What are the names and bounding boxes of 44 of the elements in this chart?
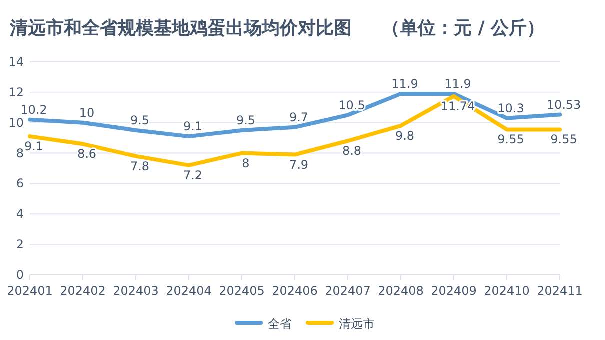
x-tick-label: 202409 [431, 284, 477, 298]
x-tick-label: 202408 [378, 284, 424, 298]
x-tick-label: 202411 [537, 284, 583, 298]
data-label: 9.8 [395, 128, 415, 143]
chart-subtitle: （单位：元 / 公斤） [382, 18, 546, 39]
x-tick-label: 202403 [113, 284, 159, 298]
x-tick-label: 202406 [272, 284, 318, 298]
data-label: 11.9 [392, 76, 418, 91]
y-tick-label: 6 [16, 176, 24, 191]
x-tick-label: 202401 [7, 284, 53, 298]
y-tick-label: 0 [16, 268, 24, 282]
y-tick-label: 10 [8, 116, 24, 130]
data-label: 7.2 [183, 168, 203, 182]
x-tick-label: 202405 [219, 284, 265, 298]
data-label: 9.5 [130, 113, 150, 128]
data-label: 10.53 [546, 98, 582, 112]
data-label: 7.9 [289, 158, 309, 172]
data-label: 7.8 [130, 159, 150, 174]
data-label: 8.8 [342, 144, 362, 158]
data-label: 8 [242, 156, 250, 170]
data-label: 10.5 [338, 98, 366, 112]
y-tick-label: 8 [16, 146, 24, 160]
legend-label: 全省 [268, 317, 292, 331]
y-tick-label: 4 [16, 207, 24, 222]
y-tick-label: 2 [16, 238, 24, 252]
data-label: 9.55 [550, 132, 578, 147]
data-label: 8.6 [77, 147, 97, 162]
x-tick-label: 202407 [325, 284, 371, 298]
x-tick-label: 202402 [60, 284, 106, 298]
legend-label: 清远市 [339, 317, 375, 331]
data-label: 9.1 [24, 140, 44, 154]
data-label: 9.55 [498, 132, 524, 147]
y-tick-label: 14 [8, 55, 24, 69]
x-tick-label: 202404 [166, 284, 212, 298]
data-label: 10.3 [498, 101, 524, 116]
data-label: 9.1 [183, 120, 203, 134]
data-label: 9.7 [289, 110, 309, 124]
x-tick-label: 202410 [484, 284, 530, 298]
data-label: 9.5 [236, 113, 256, 128]
y-tick-label: 12 [8, 85, 24, 100]
chart-title: 清远市和全省规模基地鸡蛋出场均价对比图 [9, 18, 352, 39]
data-label: 10 [79, 106, 95, 120]
data-label: 10.2 [20, 102, 48, 117]
data-label: 11.9 [444, 76, 472, 91]
